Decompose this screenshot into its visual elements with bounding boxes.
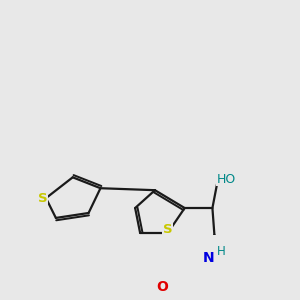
Text: N: N	[203, 250, 215, 265]
Text: HO: HO	[217, 173, 236, 186]
Text: O: O	[156, 280, 168, 294]
Text: H: H	[218, 245, 226, 258]
Text: S: S	[38, 192, 48, 205]
Text: S: S	[163, 223, 172, 236]
